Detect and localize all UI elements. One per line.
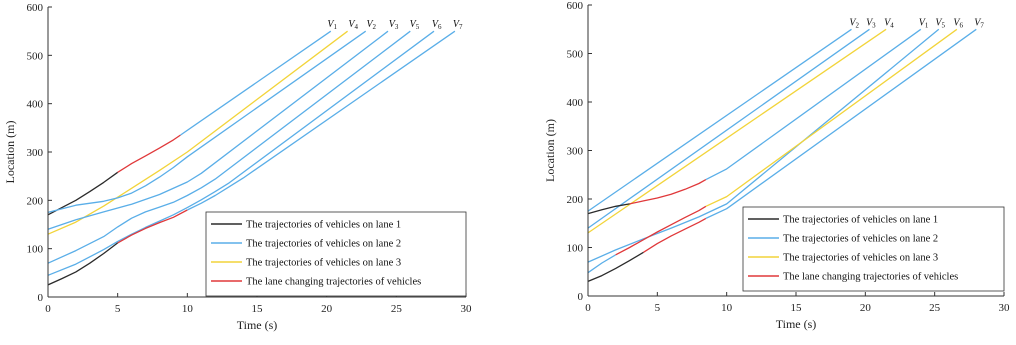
x-tick-label: 0 [45, 303, 51, 315]
trajectory-2-segment-1 [47, 30, 348, 235]
x-axis-label: Time (s) [776, 317, 817, 331]
y-tick-label: 600 [567, 0, 584, 12]
trajectory-3-segment-1 [587, 28, 887, 234]
series-group [47, 30, 456, 286]
vehicle-label: V6 [953, 17, 963, 29]
trajectory-6-segment-1 [587, 254, 617, 274]
trajectory-1-segment-3 [180, 30, 332, 136]
y-axis-label: Location (m) [543, 119, 557, 182]
y-axis-label: Location (m) [3, 121, 17, 184]
y-tick-label: 400 [27, 99, 44, 111]
vehicle-label: V1 [919, 17, 929, 29]
y-tick-label: 300 [27, 147, 44, 159]
trajectory-7-segment-2 [643, 217, 707, 253]
trajectory-6-segment-1 [47, 30, 435, 276]
x-tick-label: 20 [321, 303, 333, 315]
trajectory-2-segment-1 [587, 28, 870, 229]
legend: The trajectories of vehicles on lane 1 Th… [742, 206, 1005, 292]
trajectory-6-segment-3 [705, 28, 958, 207]
y-tick-label: 400 [567, 97, 584, 109]
y-tick-label: 0 [38, 292, 44, 304]
x-axis-label: Time (s) [237, 318, 278, 332]
trajectory-1-segment-1 [47, 171, 119, 216]
x-tick-label: 15 [791, 302, 803, 314]
trajectory-5-segment-1 [587, 28, 940, 263]
x-tick-label: 10 [182, 303, 194, 315]
y-tick-label: 300 [567, 146, 584, 158]
x-tick-label: 20 [860, 302, 872, 314]
trajectory-3-segment-1 [47, 30, 367, 214]
x-tick-label: 30 [461, 303, 473, 315]
vehicle-label: V7 [974, 17, 984, 29]
vehicle-label: V3 [389, 19, 399, 31]
trajectory-6-segment-2 [615, 205, 707, 256]
legend-label: The trajectories of vehicles on lane 3 [783, 253, 938, 264]
legend: The trajectories of vehicles on lane 1 Th… [205, 211, 467, 297]
trajectory-5-segment-1 [47, 30, 411, 264]
trajectory-4-segment-2 [629, 179, 707, 205]
trajectory-7-segment-2 [117, 209, 188, 244]
legend-label: The trajectories of vehicles on lane 3 [246, 258, 401, 269]
vehicle-label: V6 [432, 19, 442, 31]
x-tick-label: 25 [929, 302, 941, 314]
vehicle-label: V7 [453, 19, 463, 31]
trajectory-7-segment-3 [705, 28, 977, 219]
y-tick-label: 200 [27, 195, 44, 207]
series-group [587, 28, 977, 282]
x-tick-label: 15 [252, 303, 264, 315]
legend-box [742, 206, 1005, 292]
vehicle-label: V4 [884, 17, 894, 29]
vehicle-label: V5 [410, 19, 420, 31]
legend-box [205, 211, 467, 297]
vehicle-label: V5 [935, 17, 945, 29]
vehicle-label: V2 [849, 17, 859, 29]
legend-label: The trajectories of vehicles on lane 2 [246, 239, 401, 250]
trajectory-7-segment-1 [47, 242, 119, 286]
trajectory-7-segment-3 [187, 30, 456, 211]
legend-label: The trajectories of vehicles on lane 1 [246, 220, 401, 231]
x-tick-label: 30 [999, 302, 1011, 314]
vehicle-label: V2 [366, 19, 376, 31]
legend-label: The trajectories of vehicles on lane 1 [783, 215, 938, 226]
trajectory-4-segment-1 [47, 30, 389, 230]
trajectory-7-segment-1 [587, 251, 644, 282]
x-tick-label: 0 [585, 302, 591, 314]
trajectory-4-segment-3 [705, 28, 922, 181]
y-tick-label: 600 [27, 2, 44, 14]
trajectory-4-segment-1 [587, 203, 630, 215]
x-tick-label: 10 [721, 302, 733, 314]
y-tick-label: 0 [578, 291, 584, 303]
legend-label: The trajectories of vehicles on lane 2 [783, 234, 938, 245]
trajectory-1-segment-2 [117, 134, 181, 173]
vehicle-label: V1 [327, 19, 337, 31]
trajectory-1-segment-1 [587, 28, 852, 212]
x-tick-label: 5 [655, 302, 661, 314]
legend-label: The lane changing trajectories of vehicl… [783, 272, 958, 283]
y-tick-label: 100 [27, 244, 44, 256]
y-tick-label: 200 [567, 194, 584, 206]
y-tick-label: 500 [567, 49, 584, 61]
x-tick-label: 5 [115, 303, 121, 315]
y-tick-label: 500 [27, 50, 44, 62]
y-tick-label: 100 [567, 243, 584, 255]
x-tick-label: 25 [391, 303, 403, 315]
legend-label: The lane changing trajectories of vehicl… [246, 277, 421, 288]
vehicle-label: V3 [866, 17, 876, 29]
vehicle-label: V4 [348, 19, 358, 31]
